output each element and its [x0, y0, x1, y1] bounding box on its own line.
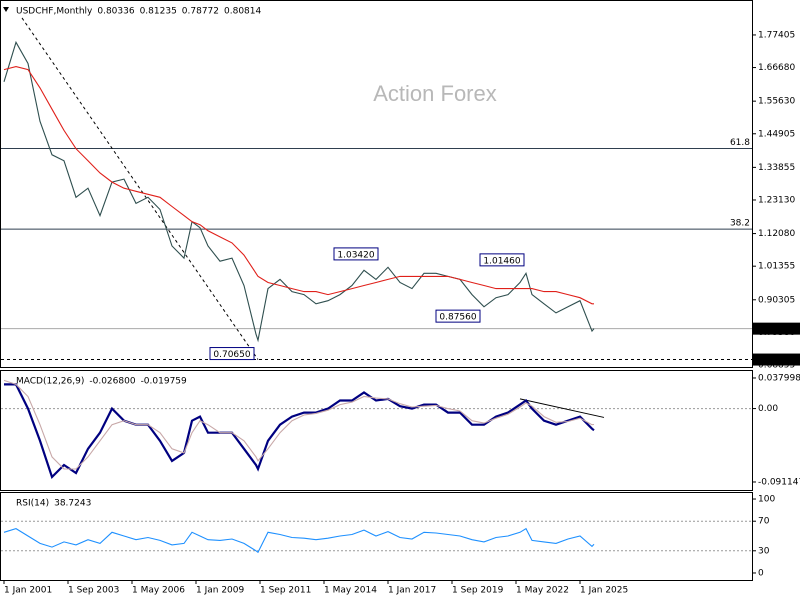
header-text: MACD(12,26,9): [16, 377, 84, 387]
y-tick-label: -0.091147: [758, 477, 800, 487]
header-text: -0.019759: [141, 377, 187, 387]
y-tick-label: 70: [758, 517, 770, 527]
annotation-box: [333, 247, 379, 261]
fib-label: 38.2: [730, 219, 750, 229]
header-text: USDCHF,Monthly: [16, 7, 93, 17]
trendline: [519, 398, 605, 418]
menu-arrow[interactable]: [3, 7, 9, 12]
y-tick-label: 30: [758, 546, 770, 556]
header-text: RSI(14): [16, 499, 49, 509]
header-text: 0.80814: [224, 7, 261, 17]
panel-frame: [0, 0, 753, 368]
y-tick-label: 0.90305: [758, 295, 795, 305]
annotation-label: 0.87560: [439, 313, 476, 323]
price-box-label: 0.80814: [758, 324, 795, 334]
header-text: 38.7243: [54, 499, 91, 509]
x-tick-label: 1 Sep 2019: [452, 586, 504, 596]
header-text: 0.81235: [140, 7, 177, 17]
series-line: [3, 40, 595, 343]
header-text: -0.026800: [89, 377, 135, 387]
annotation-box: [479, 253, 525, 267]
panel-frame: [0, 370, 753, 491]
y-tick-label: 1.55630: [758, 97, 795, 107]
x-tick-label: 1 Sep 2011: [260, 586, 311, 596]
annotation-box: [435, 309, 481, 323]
support-box-label: 0.70650: [758, 355, 795, 365]
y-tick-label: 1.44905: [758, 129, 795, 139]
x-tick-label: 1 Jan 2025: [580, 586, 628, 596]
x-tick-label: 1 May 2006: [132, 586, 185, 596]
annotation-label: 1.01460: [483, 256, 520, 266]
x-tick-label: 1 Jan 2009: [196, 586, 244, 596]
series-line: [3, 66, 594, 305]
annotation-label: 1.03420: [337, 250, 374, 260]
x-tick-label: 1 May 2014: [324, 586, 377, 596]
y-tick-label: 1.12080: [758, 229, 795, 239]
header-text: 0.80336: [97, 7, 134, 17]
x-tick-label: 1 May 2022: [516, 586, 569, 596]
x-tick-label: 1 Jan 2017: [388, 586, 436, 596]
fib-label: 61.8: [730, 138, 750, 148]
y-tick-label: 100: [758, 495, 775, 505]
panel-frame: [0, 492, 753, 581]
watermark: Action Forex: [373, 81, 497, 106]
y-tick-label: 0.00: [758, 404, 778, 414]
header-text: 0.78772: [182, 7, 219, 17]
y-tick-label: 1.33855: [758, 163, 795, 173]
y-tick-label: 1.66680: [758, 63, 795, 73]
y-tick-label: 0.037998: [758, 373, 800, 383]
series-line: [3, 379, 595, 470]
series-line: [3, 527, 595, 554]
y-tick-label: 1.01355: [758, 262, 795, 272]
y-tick-label: 1.23130: [758, 195, 795, 205]
support-box: [753, 353, 800, 366]
x-tick-label: 1 Jan 2001: [4, 586, 52, 596]
series-line: [4, 383, 595, 480]
x-tick-label: 1 Sep 2003: [68, 586, 119, 596]
annotation-label: 0.70650: [213, 350, 250, 360]
annotation-box: [209, 347, 255, 361]
y-tick-label: 0: [758, 568, 764, 578]
y-tick-label: 1.77405: [758, 30, 795, 40]
price-box: [753, 322, 800, 335]
